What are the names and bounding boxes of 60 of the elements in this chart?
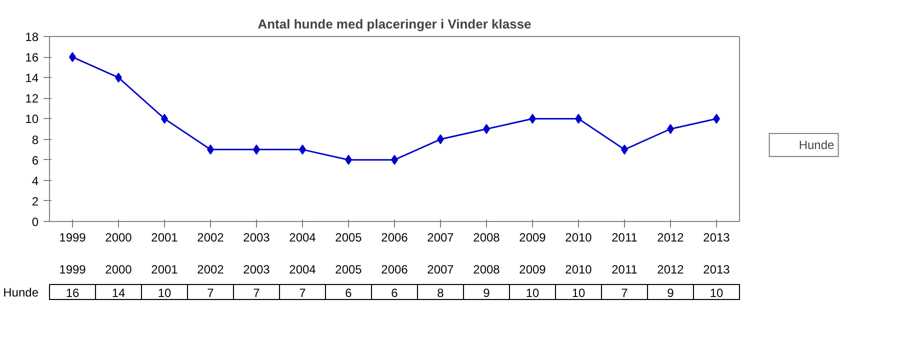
category-label: 1999: [59, 262, 86, 276]
data-label: 6: [391, 286, 398, 300]
x-tick-label: 1999: [59, 230, 86, 244]
x-tick-label: 2003: [243, 230, 270, 244]
x-tick-label: 2012: [657, 230, 684, 244]
y-tick-label: 10: [25, 112, 39, 126]
x-tick-label: 2009: [519, 230, 546, 244]
y-tick-label: 8: [32, 132, 39, 147]
data-label: 10: [158, 286, 172, 300]
category-label: 2000: [105, 262, 132, 276]
y-tick-label: 6: [32, 153, 39, 168]
point: [667, 124, 674, 134]
data-label: 16: [66, 286, 80, 300]
data-label: 10: [526, 286, 540, 300]
data-label: 7: [207, 286, 214, 300]
category-label: 2008: [473, 262, 500, 276]
data-label: 10: [572, 286, 586, 300]
x-tick-label: 2002: [197, 230, 224, 244]
category-label: 2011: [612, 262, 638, 276]
x-tick-label: 2011: [612, 230, 638, 244]
category-label: 2012: [657, 262, 684, 276]
data-label: 7: [253, 286, 260, 300]
chart-title: Antal hunde med placeringer i Vinder klasse: [258, 16, 532, 32]
data-label: 9: [667, 286, 674, 300]
data-label: 6: [345, 286, 352, 300]
point: [483, 124, 490, 134]
x-tick-label: 2006: [381, 230, 408, 244]
category-label: 2002: [197, 262, 224, 276]
x-tick-label: 2013: [703, 230, 730, 244]
data-label: 9: [483, 286, 490, 300]
x-tick-label: 2005: [335, 230, 362, 244]
data-label: 7: [621, 286, 628, 300]
category-label: 2013: [703, 262, 730, 276]
y-tick-label: 2: [32, 194, 39, 208]
category-label: 2006: [381, 262, 408, 276]
x-tick-label: 2010: [565, 230, 592, 244]
category-label: 2001: [151, 262, 178, 276]
category-label: 2004: [289, 262, 316, 276]
x-tick-label: 2000: [105, 230, 132, 244]
category-label: 2003: [243, 262, 270, 276]
y-tick-label: 12: [25, 92, 39, 106]
x-tick-label: 2007: [427, 230, 454, 244]
x-tick-label: 2008: [473, 230, 500, 244]
data-label: 10: [710, 286, 724, 300]
x-tick-label: 2001: [151, 230, 178, 244]
y-tick-label: 4: [32, 174, 39, 188]
category-label: 2009: [519, 262, 546, 276]
y-tick-label: 16: [25, 50, 39, 65]
text: Hunde: [3, 286, 39, 300]
data-label: 14: [112, 286, 126, 300]
category-label: 2007: [427, 262, 454, 276]
y-tick-label: 0: [32, 215, 39, 229]
y-tick-label: 18: [25, 30, 39, 44]
x-tick-label: 2004: [289, 230, 316, 244]
data-label: 7: [299, 286, 306, 300]
category-label: 2005: [335, 262, 362, 276]
text: Hunde: [798, 138, 834, 152]
y-tick-label: 14: [25, 71, 39, 86]
category-label: 2010: [565, 262, 592, 276]
data-label: 8: [437, 286, 444, 300]
